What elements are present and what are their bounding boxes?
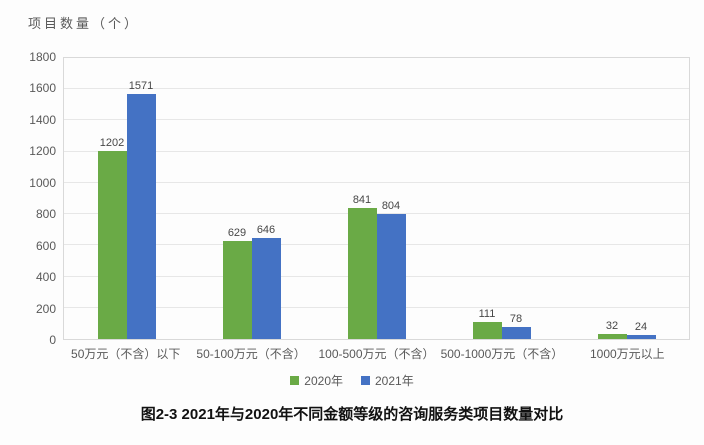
bar-with-label: 32 [597, 58, 627, 339]
bar-2021年 [126, 93, 156, 339]
y-tick-label: 200 [35, 301, 56, 316]
y-tick-label: 400 [35, 270, 56, 285]
bar-2020年 [347, 207, 377, 339]
bar-with-label: 841 [347, 58, 377, 339]
bar-group: 1202 1571 [64, 58, 189, 339]
bar-value-label: 111 [478, 307, 496, 320]
y-axis-title: 项目数量（个） [28, 16, 141, 31]
bar-value-label: 841 [352, 193, 372, 206]
y-tick-label: 1800 [29, 50, 56, 64]
y-tick-label: 600 [35, 238, 56, 253]
legend-item: 2021年 [361, 372, 414, 389]
bar-2020年 [222, 240, 252, 339]
y-tick-label: 800 [35, 207, 56, 222]
bar-2020年 [597, 334, 627, 339]
bar-group: 32 24 [564, 58, 689, 339]
bar-with-label: 1202 [97, 58, 127, 339]
y-tick-label: 1600 [29, 81, 56, 96]
plot-area: 1202 1571 629 646 841 804 111 78 32 24 [63, 57, 690, 340]
x-axis-labels: 50万元（不含）以下 50-100万元（不含） 100-500万元（不含） 500-1… [63, 345, 690, 362]
bar-group: 629 646 [189, 58, 314, 339]
bar-2021年 [501, 326, 531, 339]
bar-2021年 [376, 213, 406, 339]
legend-swatch-icon [361, 376, 370, 385]
bar-group: 111 78 [439, 58, 564, 339]
legend-swatch-icon [290, 376, 300, 385]
legend-item: 2020年 [290, 372, 343, 389]
x-category-label: 1000万元以上 [589, 347, 665, 361]
x-category-label: 50-100万元（不含） [196, 347, 306, 361]
bar-with-label: 1571 [126, 58, 156, 339]
bar-2021年 [251, 238, 281, 339]
x-category-label: 100-500万元（不含） [318, 347, 435, 361]
bar-value-label: 629 [227, 226, 247, 239]
x-category-label: 50万元（不含）以下 [71, 347, 181, 361]
legend-label: 2020年 [304, 374, 343, 388]
gridline [64, 150, 689, 152]
bar-2020年 [472, 321, 502, 339]
bar-value-label: 78 [509, 312, 523, 325]
bar-value-label: 1571 [128, 79, 154, 92]
bar-value-label: 24 [634, 321, 648, 334]
legend: 2020年 2021年 [0, 372, 704, 389]
bar-with-label: 646 [251, 58, 281, 339]
y-tick-label: 1400 [29, 112, 56, 127]
bar-with-label: 24 [626, 58, 656, 339]
y-axis-ticks: 0 200 400 600 800 1000 1200 1400 1600 1800 [0, 50, 56, 347]
x-category-label: 500-1000万元（不含） [440, 347, 564, 361]
y-tick-label: 0 [49, 333, 56, 347]
y-tick-label: 1000 [29, 175, 56, 190]
bar-with-label: 629 [222, 58, 252, 339]
y-tick-label: 1200 [29, 144, 56, 159]
gridline [64, 181, 689, 183]
bar-with-label: 111 [472, 58, 502, 339]
gridline [64, 119, 689, 121]
bar-value-label: 804 [381, 199, 401, 212]
figure-caption: 图2-3 2021年与2020年不同金额等级的咨询服务类项目数量对比 [140, 406, 564, 423]
legend-label: 2021年 [375, 374, 414, 388]
bar-with-label: 78 [501, 58, 531, 339]
bar-2021年 [626, 335, 656, 339]
bar-group: 841 804 [314, 58, 439, 339]
bar-with-label: 804 [376, 58, 406, 339]
bar-value-label: 646 [256, 224, 276, 237]
bar-value-label: 1202 [99, 137, 125, 150]
bar-value-label: 32 [605, 320, 619, 333]
gridline [64, 88, 689, 90]
bar-2020年 [97, 151, 127, 339]
